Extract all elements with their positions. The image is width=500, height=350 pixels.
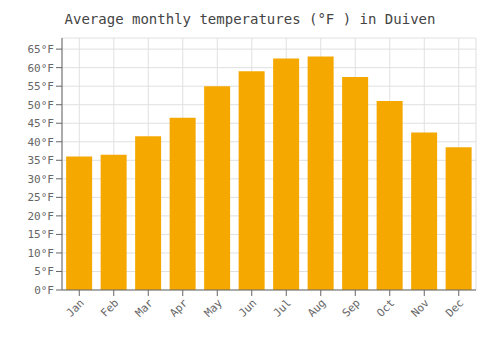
svg-text:20°F: 20°F bbox=[28, 210, 55, 223]
svg-text:Jan: Jan bbox=[64, 296, 87, 319]
svg-text:Apr: Apr bbox=[167, 296, 191, 320]
svg-text:10°F: 10°F bbox=[28, 247, 55, 260]
svg-text:Jun: Jun bbox=[236, 296, 259, 319]
svg-text:Mar: Mar bbox=[133, 296, 157, 320]
svg-text:Feb: Feb bbox=[98, 296, 121, 319]
svg-text:Aug: Aug bbox=[305, 296, 328, 319]
svg-text:45°F: 45°F bbox=[28, 117, 55, 130]
svg-text:55°F: 55°F bbox=[28, 80, 55, 93]
svg-text:5°F: 5°F bbox=[34, 265, 54, 278]
svg-text:35°F: 35°F bbox=[28, 154, 55, 167]
svg-text:50°F: 50°F bbox=[28, 99, 55, 112]
svg-text:15°F: 15°F bbox=[28, 228, 55, 241]
svg-text:0°F: 0°F bbox=[34, 284, 54, 297]
svg-text:40°F: 40°F bbox=[28, 136, 55, 149]
svg-text:Oct: Oct bbox=[374, 296, 397, 319]
svg-text:30°F: 30°F bbox=[28, 173, 55, 186]
svg-text:Sep: Sep bbox=[340, 296, 363, 319]
svg-text:May: May bbox=[202, 296, 226, 320]
svg-text:Nov: Nov bbox=[409, 296, 433, 320]
svg-text:25°F: 25°F bbox=[28, 191, 55, 204]
svg-text:Dec: Dec bbox=[443, 296, 466, 319]
svg-text:60°F: 60°F bbox=[28, 62, 55, 75]
svg-text:65°F: 65°F bbox=[28, 43, 55, 56]
svg-text:Jul: Jul bbox=[271, 296, 294, 319]
html-text:Average monthly temperatures (: Average monthly temperatures (°F ) in Du… bbox=[64, 11, 436, 27]
